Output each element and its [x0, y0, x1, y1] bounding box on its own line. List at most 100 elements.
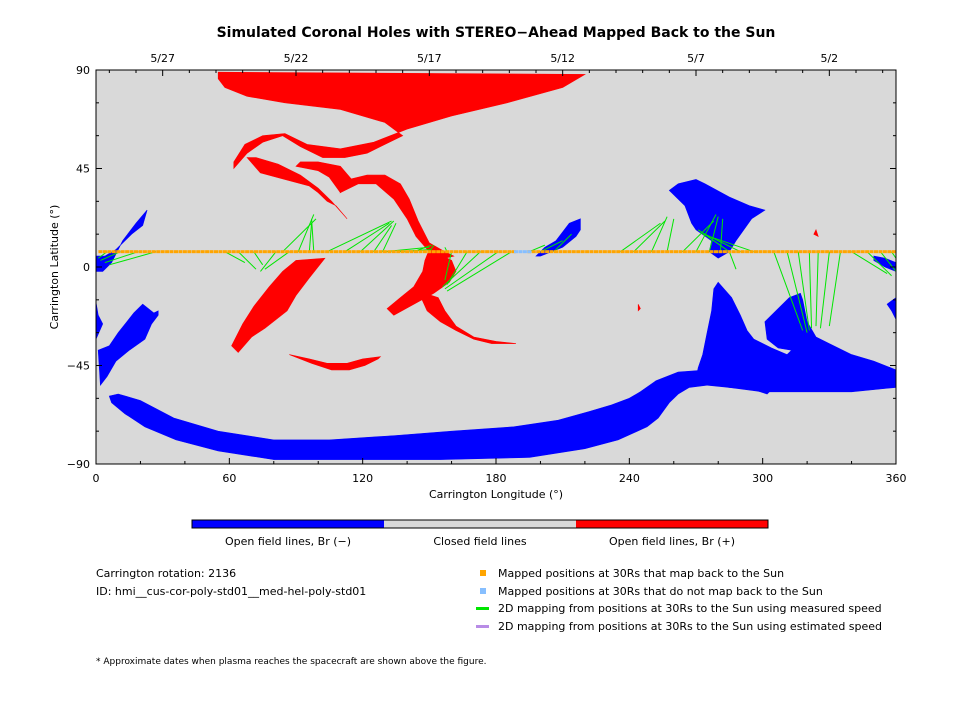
mapped-position-point — [178, 250, 183, 254]
legend-label-not-mapped: Mapped positions at 30Rs that do not map… — [498, 585, 823, 598]
mapped-position-point — [660, 250, 665, 254]
mapped-position-point — [111, 250, 116, 254]
mapped-position-point — [489, 250, 494, 254]
mapped-position-point — [107, 250, 112, 254]
mapped-position-point — [254, 250, 258, 254]
legend-line-estimated — [476, 625, 489, 628]
mapped-position-point — [607, 250, 612, 254]
legend-label-measured: 2D mapping from positions at 30Rs to the… — [498, 602, 882, 615]
mapping-line — [373, 225, 392, 252]
mapped-position-point — [294, 250, 298, 254]
mapped-position-point — [585, 250, 590, 254]
mapped-position-point — [396, 250, 401, 254]
mapped-position-point — [674, 250, 678, 254]
mapped-position-point — [445, 250, 450, 254]
mapped-position-point — [749, 250, 754, 254]
mapping-line — [104, 251, 139, 264]
mapped-position-point — [856, 250, 861, 254]
footnote: * Approximate dates when plasma reaches … — [96, 657, 487, 667]
top-date-label: 5/12 — [550, 52, 575, 65]
mapping-line — [880, 251, 896, 272]
mapped-position-point — [682, 250, 687, 254]
mapped-position-point — [811, 250, 816, 254]
mapped-position-point — [816, 250, 821, 254]
mapped-position-point — [387, 250, 392, 254]
mapped-position-point — [422, 250, 427, 254]
coronal-hole-negative-5 — [708, 194, 737, 226]
mapped-position-point — [731, 250, 736, 254]
mapping-line — [540, 240, 563, 253]
mapped-position-point — [629, 250, 634, 254]
mapped-position-point — [580, 250, 585, 254]
mapped-position-point — [758, 250, 763, 254]
mapped-position-point — [545, 250, 550, 254]
mapped-position-point — [134, 250, 138, 254]
y-axis-label: Carrington Latitude (°) — [48, 205, 61, 330]
mapping-line — [444, 251, 499, 290]
mapped-position-point — [642, 250, 647, 254]
coronal-hole-negative-7 — [695, 281, 896, 393]
mapped-position-point — [191, 250, 196, 254]
top-date-label: 5/27 — [150, 52, 175, 65]
top-date-label: 5/22 — [284, 52, 309, 65]
mapped-position-point — [851, 250, 856, 254]
y-tick-label: 90 — [76, 64, 90, 77]
x-tick-label: 240 — [619, 472, 640, 485]
mapped-position-point — [120, 250, 125, 254]
mapping-line — [224, 251, 246, 264]
mapped-position-point — [771, 250, 776, 254]
mapped-position-point — [825, 250, 830, 254]
mapping-line — [808, 251, 813, 329]
mapped-position-point — [691, 250, 696, 254]
mapped-position-point — [462, 250, 467, 254]
mapped-position-point — [165, 250, 170, 254]
mapped-position-point — [196, 250, 201, 254]
colorbar-label: Open field lines, Br (+) — [609, 535, 735, 548]
x-tick-label: 180 — [486, 472, 507, 485]
mapped-position-point — [222, 250, 227, 254]
coronal-hole-positive-9 — [813, 229, 819, 237]
coronal-hole-map-chart: Simulated Coronal Holes with STEREO−Ahea… — [48, 25, 907, 548]
mapped-position-point — [665, 250, 670, 254]
mapping-line — [851, 251, 888, 274]
top-date-label: 5/7 — [687, 52, 705, 65]
mapped-position-point — [485, 250, 490, 254]
mapping-line — [651, 216, 668, 252]
mapped-position-point — [307, 250, 312, 254]
mapped-position-point — [476, 250, 481, 254]
mapping-line — [728, 251, 737, 270]
mapping-line — [786, 251, 808, 333]
mapped-position-point — [302, 250, 307, 254]
mapped-position-point — [102, 250, 107, 254]
mapped-position-point — [789, 250, 794, 254]
mapped-position-point — [240, 250, 245, 254]
mapping-line — [828, 251, 841, 327]
mapped-position-point — [794, 250, 798, 254]
mapped-position-point — [762, 250, 767, 254]
coronal-hole-negative-2 — [97, 303, 159, 387]
mapped-position-point — [467, 250, 472, 254]
mapping-line — [702, 233, 754, 253]
mapped-position-point — [798, 250, 803, 254]
mapped-position-point — [882, 250, 887, 254]
mapping-line — [553, 233, 572, 253]
x-tick-label: 300 — [752, 472, 773, 485]
mapped-position-point — [860, 250, 865, 254]
mapped-position-point — [245, 250, 250, 254]
mapped-position-point — [147, 250, 152, 254]
mapped-position-point — [236, 250, 241, 254]
mapped-position-point — [454, 250, 458, 254]
mapped-position-point — [714, 250, 718, 254]
mapped-position-point — [440, 250, 445, 254]
mapped-position-point — [325, 250, 330, 254]
mapped-position-point — [598, 250, 603, 254]
mapped-position-point — [616, 250, 621, 254]
mapped-position-point — [554, 250, 558, 254]
mapped-position-point — [567, 250, 572, 254]
mapped-position-point — [458, 250, 463, 254]
legend-swatch-mapped — [480, 570, 486, 576]
mapped-position-point — [342, 250, 347, 254]
mapped-position-point — [338, 250, 343, 254]
mapped-position-point — [209, 250, 214, 254]
mapping-line — [344, 222, 390, 253]
